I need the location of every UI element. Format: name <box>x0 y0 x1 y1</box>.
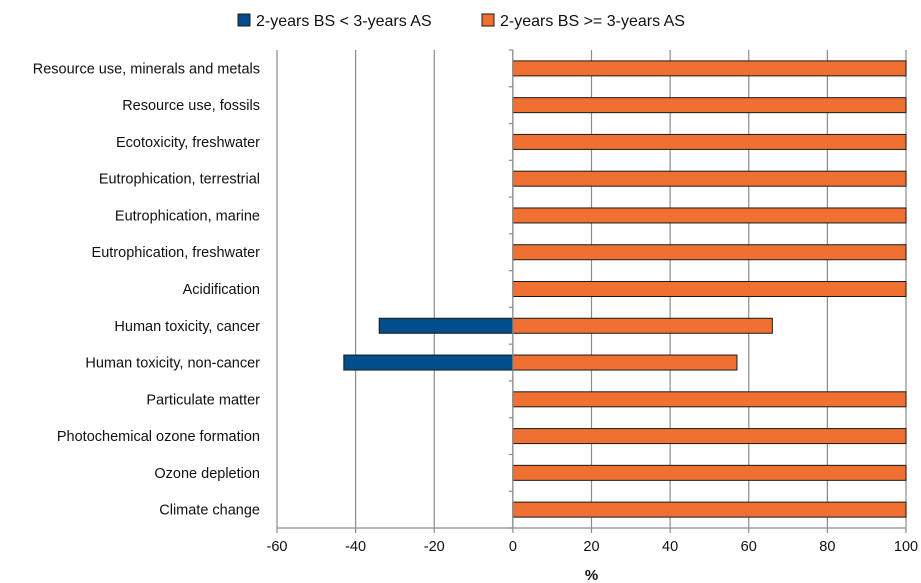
bar-series2-2 <box>512 97 907 114</box>
category-label-13: Climate change <box>159 503 260 519</box>
bar-series2-5 <box>512 207 907 224</box>
x-tick-label--40: -40 <box>345 539 366 555</box>
bars <box>343 60 907 518</box>
category-label-1: Resource use, minerals and metals <box>33 61 260 77</box>
x-tick-labels: -60 -40 -20 0 20 40 60 80 100 <box>267 539 919 555</box>
x-tick-label-0: 0 <box>509 539 517 555</box>
legend-label-1: 2-years BS < 3-years AS <box>256 13 432 30</box>
legend-label-2: 2-years BS >= 3-years AS <box>500 13 685 30</box>
bar-series1-8 <box>378 317 514 334</box>
category-label-4: Eutrophication, terrestrial <box>99 172 260 188</box>
x-tick-label-100: 100 <box>894 539 918 555</box>
legend-swatch-2 <box>481 13 495 27</box>
bar-series2-11 <box>512 428 907 445</box>
legend-swatch-1 <box>237 13 251 27</box>
x-tick-label-40: 40 <box>662 539 678 555</box>
bar-series2-3 <box>512 133 907 150</box>
x-tick-label-60: 60 <box>741 539 757 555</box>
bar-series1-9 <box>343 354 514 371</box>
bar-series2-12 <box>512 464 907 481</box>
bar-series2-1 <box>512 60 907 77</box>
category-labels: Resource use, minerals and metals Resourc… <box>33 61 260 518</box>
category-label-9: Human toxicity, non-cancer <box>85 356 260 372</box>
bar-series2-13 <box>512 501 907 518</box>
bar-series2-10 <box>512 391 907 408</box>
category-label-7: Acidification <box>183 282 260 298</box>
bar-series2-4 <box>512 170 907 187</box>
x-tick-label--60: -60 <box>267 539 288 555</box>
category-label-6: Eutrophication, freshwater <box>92 245 261 261</box>
x-tick-label-80: 80 <box>819 539 835 555</box>
category-label-12: Ozone depletion <box>154 466 260 482</box>
bar-series2-7 <box>512 281 907 297</box>
axes <box>276 49 907 533</box>
bar-series2-9 <box>512 354 738 371</box>
category-label-10: Particulate matter <box>146 392 260 408</box>
x-tick-label--20: -20 <box>424 539 445 555</box>
bar-series2-8 <box>512 317 773 334</box>
x-tick-label-20: 20 <box>583 539 599 555</box>
bar-series2-6 <box>512 244 907 261</box>
category-label-2: Resource use, fossils <box>122 98 260 114</box>
x-axis-title: % <box>585 567 598 583</box>
category-label-11: Photochemical ozone formation <box>57 429 260 445</box>
category-label-8: Human toxicity, cancer <box>114 319 260 335</box>
category-label-3: Ecotoxicity, freshwater <box>116 135 260 151</box>
category-label-5: Eutrophication, marine <box>115 208 260 224</box>
legend: 2-years BS < 3-years AS 2-years BS >= 3-y… <box>237 13 685 30</box>
